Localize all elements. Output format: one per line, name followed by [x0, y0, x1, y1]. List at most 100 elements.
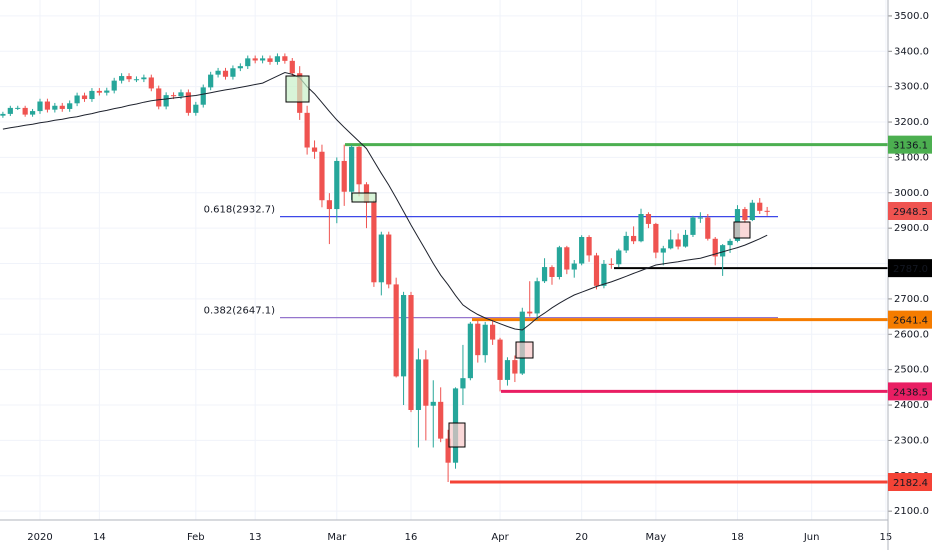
candle-body [133, 79, 140, 81]
candle-body [482, 324, 488, 356]
candle-body [386, 234, 392, 285]
candle-body [415, 359, 422, 410]
candle-body [541, 267, 548, 282]
candle-body [593, 255, 600, 286]
candle-body [504, 360, 511, 380]
x-tick-label: May [646, 532, 667, 543]
candle-body [378, 234, 384, 283]
candle-body [170, 95, 177, 97]
candle-body [141, 77, 147, 80]
candle-body [148, 77, 154, 89]
candle-body [460, 378, 466, 389]
annotation-box [733, 221, 751, 239]
y-tick-label: 3200.0 [894, 117, 929, 128]
candle-body [720, 245, 726, 257]
candle-body [764, 210, 770, 212]
candle-body [326, 200, 332, 210]
x-tick-label: Apr [491, 532, 509, 543]
y-tick-label: 2500.0 [894, 365, 929, 376]
fib-label: 0.618(2932.7) [204, 205, 276, 216]
candle-body [96, 90, 102, 93]
candle-body [757, 202, 763, 211]
x-tick-label: 13 [249, 532, 262, 543]
x-tick-label: 20 [575, 532, 588, 543]
candle-body [490, 324, 496, 340]
candle-body [89, 90, 95, 100]
candle-body [29, 111, 36, 115]
candle-body [304, 112, 310, 148]
candle-body [423, 359, 429, 406]
candle-body [222, 70, 229, 77]
candle-body [200, 87, 206, 105]
y-tick-label: 2600.0 [894, 329, 929, 340]
price-tag-label: 2641.4 [893, 316, 928, 327]
candle-body [586, 237, 592, 256]
candle-body [185, 92, 191, 113]
candle-body [623, 235, 629, 251]
candle-body [52, 105, 58, 110]
y-tick-label: 3100.0 [894, 152, 929, 163]
candle-body [208, 74, 214, 88]
candle-body [111, 80, 117, 91]
annotation-box [515, 341, 534, 359]
candle-body [571, 263, 577, 270]
candle-body [22, 107, 28, 115]
candle-body [245, 58, 251, 67]
candle-body [660, 248, 666, 253]
candle-body [311, 147, 318, 152]
price-tag [888, 310, 932, 329]
candle-body [579, 237, 585, 264]
candle-body [534, 281, 540, 314]
candle-body [0, 113, 6, 116]
y-tick-label: 3300.0 [894, 82, 929, 93]
price-tag [888, 202, 932, 221]
candle-body [645, 214, 652, 224]
price-tag-label: 3136.1 [893, 141, 928, 152]
candle-body [215, 70, 221, 75]
candle-body [267, 58, 273, 62]
candle-body [356, 146, 362, 185]
candle-body [616, 250, 622, 265]
candle-body [156, 88, 162, 107]
candle-body [193, 104, 199, 113]
candle-body [653, 223, 659, 253]
x-tick-label: Mar [327, 532, 347, 543]
price-tag-label: 2438.5 [893, 387, 928, 398]
candle-body [712, 238, 718, 257]
y-tick-label: 2400.0 [894, 400, 929, 411]
candle-body [631, 235, 637, 242]
candle-body [274, 56, 281, 62]
candle-body [37, 101, 43, 112]
x-tick-label: 18 [731, 532, 744, 543]
candle-body [104, 90, 110, 93]
candle-body [163, 95, 169, 107]
price-tag [888, 382, 932, 401]
annotation-box [285, 75, 310, 103]
y-tick-label: 2300.0 [894, 435, 929, 446]
candle-body [7, 107, 13, 114]
candle-body [445, 438, 451, 463]
y-tick-label: 2700.0 [894, 294, 929, 305]
x-tick-label: 14 [93, 532, 106, 543]
candle-body [690, 217, 696, 235]
price-tag [888, 473, 932, 492]
candle-body [749, 202, 755, 221]
candle-body [349, 146, 355, 192]
candle-body [230, 68, 236, 77]
price-tag [888, 135, 932, 154]
candle-body [119, 76, 125, 81]
candle-body [727, 240, 733, 246]
candle-body [81, 95, 88, 100]
x-tick-label: 2020 [27, 532, 52, 543]
candle-body [334, 160, 340, 210]
candle-body [319, 151, 325, 201]
candle-body [15, 107, 21, 109]
candle-body [400, 295, 407, 377]
moving-average-line [2, 71, 768, 331]
candle-body [393, 284, 399, 377]
candle-body [682, 234, 689, 247]
candle-body [252, 58, 258, 61]
candle-body [178, 92, 184, 97]
fib-label: 0.382(2647.1) [204, 306, 276, 317]
